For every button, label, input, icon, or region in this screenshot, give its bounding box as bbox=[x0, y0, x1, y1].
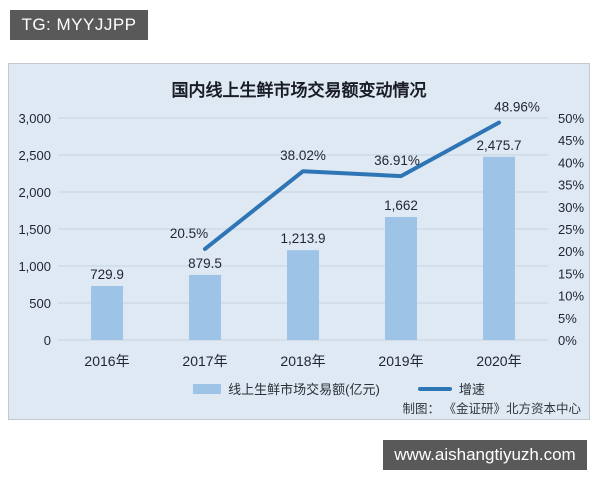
left-axis-tick: 3,000 bbox=[18, 111, 51, 126]
legend-item-line-series: 增速 bbox=[417, 379, 485, 398]
x-axis-label: 2016年 bbox=[84, 353, 129, 369]
tg-badge: TG: MYYJJPP bbox=[10, 10, 148, 40]
right-axis-tick: 25% bbox=[558, 222, 584, 237]
line-series-swatch-icon bbox=[417, 386, 452, 391]
legend-item-bar-series: 线上生鲜市场交易额(亿元) bbox=[193, 379, 380, 398]
combo-chart: 0 500 1,000 1,500 2,000 2,500 3,000 0% 5% 10% 15% 2… bbox=[18, 100, 584, 369]
right-axis-tick: 40% bbox=[558, 155, 584, 170]
bar-value-label: 1,213.9 bbox=[280, 231, 325, 246]
chart-legend: 线上生鲜市场交易额(亿元) 增速 bbox=[49, 379, 600, 398]
line-value-label: 48.96% bbox=[494, 100, 540, 115]
right-axis-tick: 35% bbox=[558, 178, 584, 193]
bar-series-label: 线上生鲜市场交易额(亿元) bbox=[228, 382, 380, 397]
left-axis-tick: 1,500 bbox=[18, 222, 51, 237]
line-series-label: 增速 bbox=[458, 382, 485, 397]
left-axis-tick: 2,000 bbox=[18, 185, 51, 200]
right-axis-tick: 5% bbox=[558, 311, 577, 326]
line-value-label: 20.5% bbox=[170, 226, 208, 241]
x-axis-label: 2017年 bbox=[182, 353, 227, 369]
right-axis-tick: 15% bbox=[558, 266, 584, 281]
line-value-label: 36.91% bbox=[374, 153, 420, 168]
left-axis-tick: 500 bbox=[29, 296, 51, 311]
left-axis-tick: 2,500 bbox=[18, 148, 51, 163]
website-badge: www.aishangtiyuzh.com bbox=[383, 440, 587, 470]
right-axis-tick: 20% bbox=[558, 244, 584, 259]
bar-series-swatch-icon bbox=[193, 383, 222, 394]
right-axis-tick: 45% bbox=[558, 133, 584, 148]
right-axis-tick: 50% bbox=[558, 111, 584, 126]
x-axis-label: 2019年 bbox=[378, 353, 423, 369]
left-axis-tick: 0 bbox=[44, 333, 51, 348]
bar-2016年 bbox=[91, 285, 123, 340]
bar-value-label: 879.5 bbox=[188, 256, 222, 271]
line-value-label: 38.02% bbox=[280, 148, 326, 163]
right-axis-tick: 30% bbox=[558, 200, 584, 215]
bar-value-label: 1,662 bbox=[384, 198, 418, 213]
chart-attribution: 制图： 《金证研》北方资本中心 bbox=[402, 402, 581, 416]
bar-value-label: 729.9 bbox=[90, 267, 124, 282]
x-axis-label: 2020年 bbox=[476, 353, 521, 369]
bar-2017年 bbox=[189, 274, 221, 340]
bar-value-label: 2,475.7 bbox=[476, 138, 521, 153]
chart-panel: 0 500 1,000 1,500 2,000 2,500 3,000 0% 5% 10% 15% 2… bbox=[8, 63, 590, 420]
x-axis-label: 2018年 bbox=[280, 353, 325, 369]
bar-2018年 bbox=[287, 250, 319, 340]
chart-title: 国内线上生鲜市场交易额变动情况 bbox=[171, 81, 427, 100]
tg-badge-label: TG: MYYJJPP bbox=[21, 15, 137, 34]
bar-2019年 bbox=[385, 217, 417, 340]
website-badge-label: www.aishangtiyuzh.com bbox=[394, 445, 576, 464]
bar-2020年 bbox=[483, 156, 515, 340]
right-axis-tick: 0% bbox=[558, 333, 577, 348]
right-axis-tick: 10% bbox=[558, 289, 584, 304]
left-axis-tick: 1,000 bbox=[18, 259, 51, 274]
growth-line bbox=[203, 120, 501, 251]
